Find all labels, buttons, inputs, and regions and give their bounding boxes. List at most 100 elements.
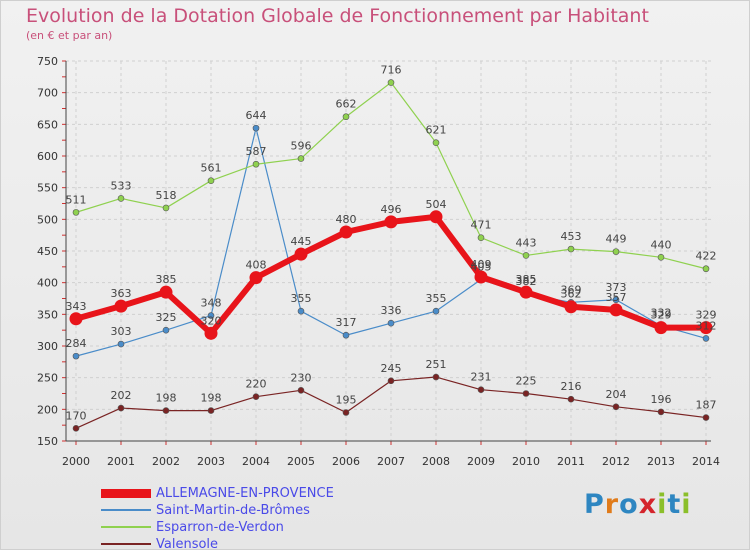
data-label: 198 xyxy=(201,392,222,405)
logo-letter: i xyxy=(657,489,668,520)
data-point xyxy=(474,270,488,284)
data-label: 336 xyxy=(381,304,402,317)
data-label: 363 xyxy=(111,287,132,300)
data-point xyxy=(342,331,350,339)
data-label: 348 xyxy=(201,297,222,310)
data-label: 596 xyxy=(291,140,312,153)
data-label: 198 xyxy=(156,392,177,405)
legend-swatch xyxy=(101,543,151,545)
data-label: 343 xyxy=(66,300,87,313)
data-label: 480 xyxy=(336,213,357,226)
x-tick-label: 2009 xyxy=(467,455,495,468)
data-label: 644 xyxy=(246,109,267,122)
data-point xyxy=(162,407,170,414)
data-point xyxy=(387,319,395,327)
data-label: 373 xyxy=(606,281,627,294)
data-label: 216 xyxy=(561,380,582,393)
data-point xyxy=(294,247,308,261)
data-point xyxy=(339,225,353,239)
data-label: 325 xyxy=(156,311,177,324)
series-group xyxy=(69,79,713,432)
data-label: 245 xyxy=(381,362,402,375)
data-point xyxy=(564,300,578,314)
data-point xyxy=(387,377,395,385)
data-point xyxy=(297,155,305,162)
data-point xyxy=(567,395,575,403)
x-tick-label: 2004 xyxy=(242,455,270,468)
data-label: 405 xyxy=(471,261,492,274)
data-label: 195 xyxy=(336,394,357,407)
y-tick-label: 250 xyxy=(37,372,58,385)
x-tick-label: 2014 xyxy=(692,455,720,468)
logo-letter: i xyxy=(681,489,692,520)
data-label: 362 xyxy=(561,288,582,301)
y-tick-label: 500 xyxy=(37,213,58,226)
legend-label: Valensole xyxy=(156,537,219,552)
data-label: 204 xyxy=(606,388,627,401)
proxiti-logo: Proxiti xyxy=(584,489,692,520)
x-tick-label: 2011 xyxy=(557,455,585,468)
data-label: 518 xyxy=(156,189,177,202)
data-label: 385 xyxy=(516,273,537,286)
data-point xyxy=(69,312,83,326)
data-point xyxy=(249,271,263,285)
data-point xyxy=(207,407,215,414)
data-point xyxy=(477,386,485,394)
data-point xyxy=(702,414,710,421)
data-point xyxy=(429,210,443,224)
x-tick-label: 2002 xyxy=(152,455,180,468)
legend-swatch xyxy=(101,509,151,511)
x-tick-label: 2008 xyxy=(422,455,450,468)
y-tick-label: 650 xyxy=(37,118,58,131)
data-label: 561 xyxy=(201,162,222,175)
data-point xyxy=(207,177,215,184)
data-label: 170 xyxy=(66,409,87,422)
data-label: 303 xyxy=(111,325,132,338)
data-label: 225 xyxy=(516,375,537,388)
data-point xyxy=(252,160,260,168)
data-point xyxy=(384,215,398,229)
data-point xyxy=(519,285,533,299)
axes: 150 200 250 300 350 400 450 500 550 600 650 700 750 2… xyxy=(37,55,720,468)
y-tick-label: 750 xyxy=(37,55,58,68)
data-label: 369 xyxy=(561,283,582,296)
y-tick-label: 450 xyxy=(37,245,58,258)
x-tick-label: 2013 xyxy=(647,455,675,468)
data-label: 443 xyxy=(516,236,537,249)
x-tick-label: 2005 xyxy=(287,455,315,468)
data-point xyxy=(204,326,218,340)
data-label: 317 xyxy=(336,316,357,329)
data-point xyxy=(612,248,620,255)
y-tick-label: 200 xyxy=(37,403,58,416)
data-point xyxy=(72,209,80,216)
data-point xyxy=(612,403,620,411)
data-point xyxy=(342,409,350,416)
y-tick-label: 400 xyxy=(37,277,58,290)
data-label: 511 xyxy=(66,193,87,206)
y-tick-label: 600 xyxy=(37,150,58,163)
data-label: 496 xyxy=(381,203,402,216)
data-label: 382 xyxy=(516,275,537,288)
y-tick-label: 350 xyxy=(37,308,58,321)
data-label: 220 xyxy=(246,378,267,391)
line-chart: 150 200 250 300 350 400 450 500 550 600 650 700 750 2… xyxy=(37,55,720,468)
data-label: 385 xyxy=(156,273,177,286)
y-tick-label: 150 xyxy=(37,435,58,448)
data-point xyxy=(342,113,350,121)
legend-swatch xyxy=(101,488,151,498)
logo-letter: P xyxy=(584,489,605,520)
logo-letter: t xyxy=(667,489,682,520)
data-label: 621 xyxy=(426,124,447,137)
legend-swatch xyxy=(101,526,151,528)
x-tick-label: 2006 xyxy=(332,455,360,468)
data-label: 332 xyxy=(651,307,672,320)
data-label: 716 xyxy=(381,64,402,77)
y-tick-label: 550 xyxy=(37,182,58,195)
data-label: 329 xyxy=(696,309,717,322)
data-label: 196 xyxy=(651,393,672,406)
data-label: 440 xyxy=(651,238,672,251)
data-label: 357 xyxy=(606,291,627,304)
data-label: 453 xyxy=(561,230,582,243)
data-label: 662 xyxy=(336,98,357,111)
data-label: 355 xyxy=(291,292,312,305)
